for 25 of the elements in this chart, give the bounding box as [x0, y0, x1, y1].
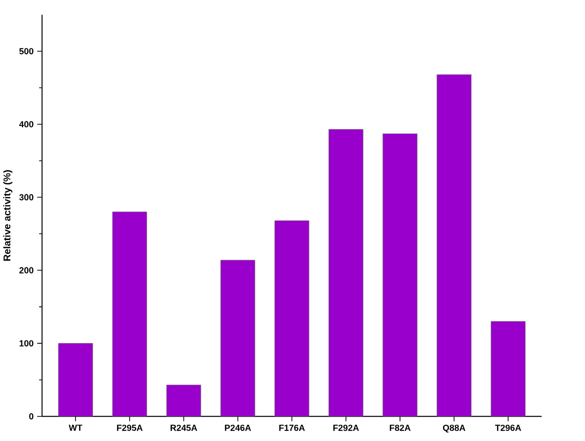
- bar: [220, 260, 256, 416]
- x-tick-label: F295A: [117, 424, 143, 432]
- bar: [382, 134, 418, 416]
- x-tick-label: P246A: [224, 424, 251, 432]
- bar: [436, 74, 472, 416]
- x-tick-label: F82A: [390, 424, 411, 432]
- y-tick-label: 100: [20, 340, 34, 347]
- bar: [112, 212, 147, 416]
- y-tick-label: 500: [19, 48, 34, 54]
- bar: [328, 129, 364, 416]
- y-axis-title: Relative activity (%): [3, 170, 12, 261]
- x-tick-label: Q88A: [442, 424, 466, 433]
- bar: [58, 343, 93, 416]
- x-tick-label: R245A: [170, 424, 198, 432]
- y-tick-label: 400: [19, 121, 34, 128]
- y-tick-label: 300: [19, 194, 34, 200]
- x-tick-label: T296A: [495, 424, 522, 432]
- y-tick-label: 200: [19, 267, 34, 274]
- bar: [490, 321, 526, 416]
- x-tick-label: F176A: [279, 424, 305, 432]
- y-tick-label: 0: [29, 413, 34, 420]
- x-tick-label: WT: [68, 424, 82, 431]
- bar: [274, 220, 310, 416]
- bar: [166, 384, 202, 416]
- x-tick-label: F292A: [333, 424, 359, 432]
